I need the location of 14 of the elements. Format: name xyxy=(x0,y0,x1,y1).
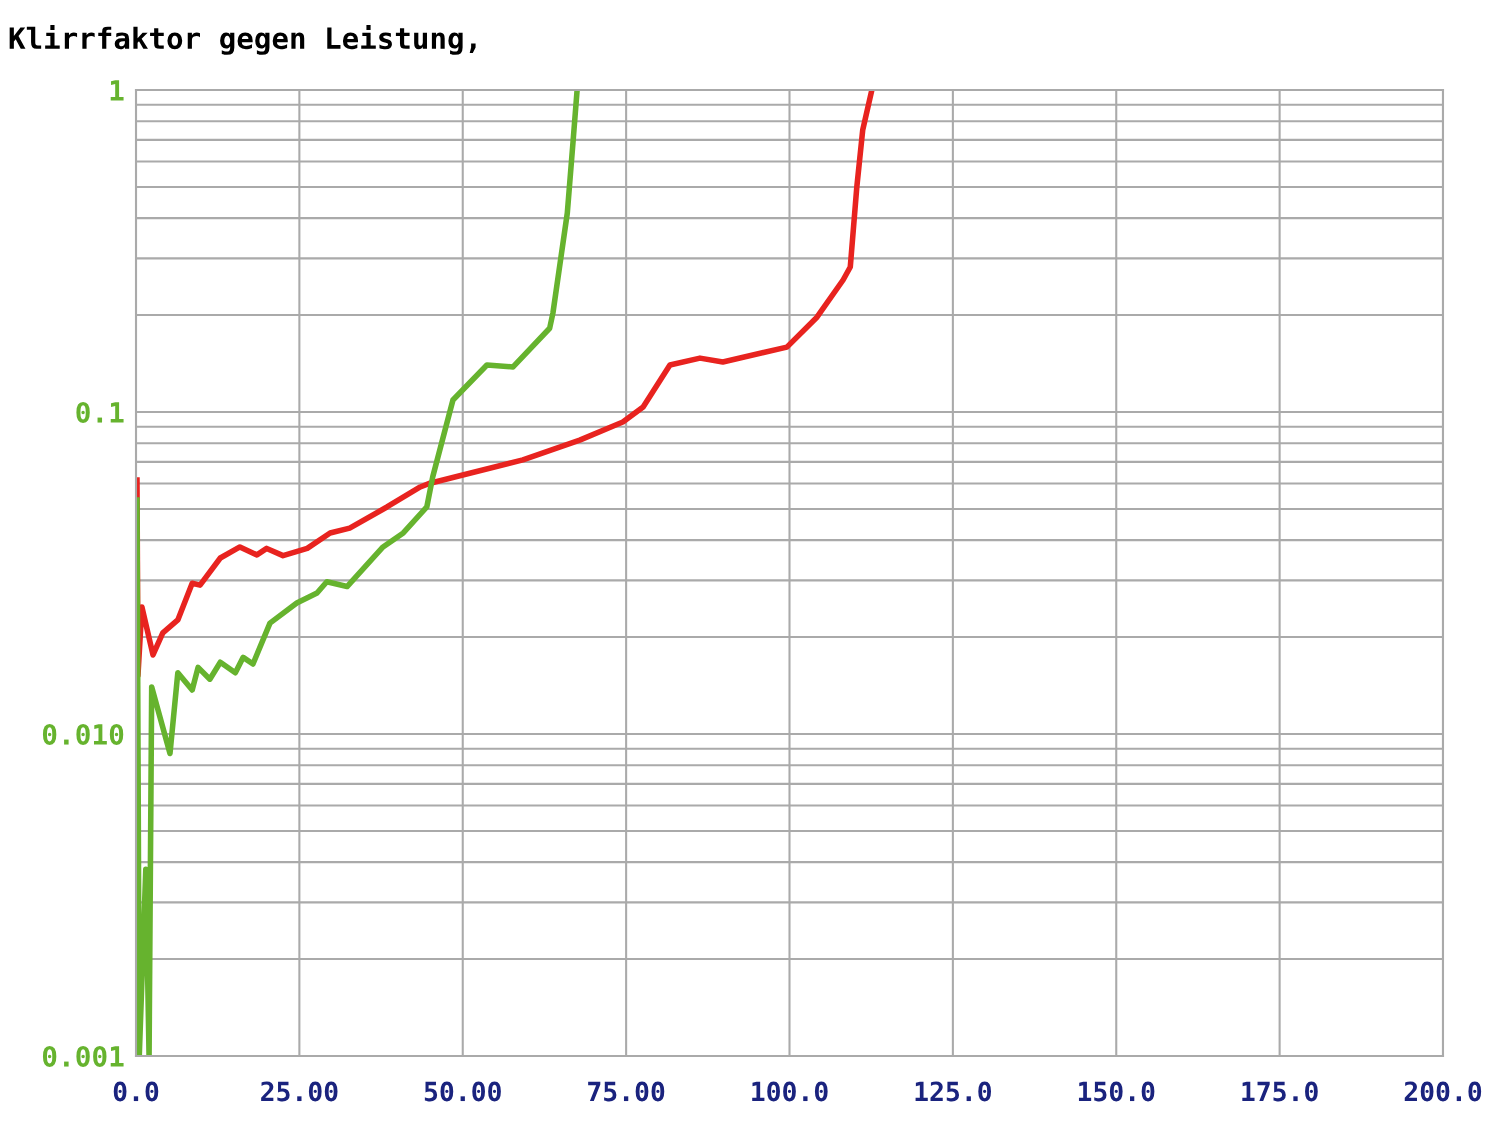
y-tick-label: 1 xyxy=(110,80,124,101)
x-tick-label: 150.0 xyxy=(1078,1081,1155,1102)
x-tick-label: 25.00 xyxy=(261,1081,338,1102)
x-tick-label: 200.0 xyxy=(1404,1081,1482,1102)
x-tick-label: 125.0 xyxy=(915,1081,992,1102)
x-tick-label: 175.0 xyxy=(1242,1081,1318,1102)
chart-title: Klirrfaktor gegen Leistung, xyxy=(9,25,476,55)
x-tick-label: 50.00 xyxy=(424,1081,501,1102)
y-tick-label: 0.010 xyxy=(42,723,124,745)
y-tick-label: 0.001 xyxy=(42,1045,124,1067)
x-tick-label: 100.0 xyxy=(752,1081,828,1102)
y-tick-label: 0.1 xyxy=(76,401,124,423)
x-tick-label: 75.00 xyxy=(588,1081,665,1102)
x-tick-label: 0.0 xyxy=(113,1081,159,1102)
